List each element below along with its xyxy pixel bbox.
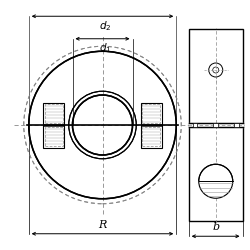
Bar <box>140 125 162 148</box>
Text: $d_1$: $d_1$ <box>99 41 111 55</box>
Bar <box>142 127 160 146</box>
Bar <box>43 125 64 148</box>
Bar <box>189 123 242 127</box>
Bar <box>45 127 62 146</box>
Bar <box>189 29 242 221</box>
Bar <box>43 102 64 148</box>
Circle shape <box>29 51 176 199</box>
Text: $d_2$: $d_2$ <box>99 19 111 32</box>
Bar <box>140 102 162 125</box>
Bar <box>45 104 62 123</box>
Circle shape <box>199 164 233 198</box>
Bar <box>142 104 160 123</box>
Bar <box>234 123 238 127</box>
Bar <box>193 123 197 127</box>
Bar <box>43 102 64 125</box>
Text: b: b <box>212 222 219 232</box>
Text: R: R <box>98 220 107 230</box>
Bar <box>214 123 218 127</box>
Bar <box>140 102 162 148</box>
Circle shape <box>209 63 223 77</box>
